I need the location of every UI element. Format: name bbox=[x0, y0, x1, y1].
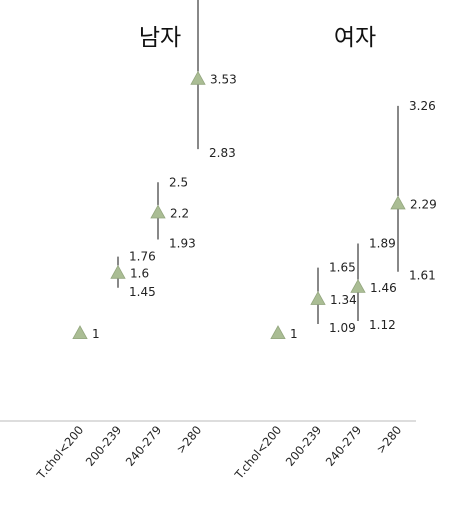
upper-label-female-1: 1.65 bbox=[329, 261, 356, 275]
x-tick-label-female-2: 240-279 bbox=[323, 423, 365, 469]
point-marker-male-1 bbox=[110, 264, 126, 279]
value-label-male-0: 1 bbox=[92, 327, 100, 341]
x-tick-label-female-1: 200-239 bbox=[283, 423, 325, 469]
x-tick-label-male-1: 200-239 bbox=[83, 423, 125, 469]
lower-label-male-1: 1.45 bbox=[129, 285, 156, 299]
point-marker-male-2 bbox=[150, 204, 166, 219]
point-marker-male-0 bbox=[72, 325, 88, 340]
value-label-female-0: 1 bbox=[290, 327, 298, 341]
point-marker-female-2 bbox=[350, 278, 366, 293]
x-tick-label-male-3: >280 bbox=[173, 423, 204, 456]
value-label-male-3: 3.53 bbox=[210, 73, 237, 87]
x-tick-label-female-3: >280 bbox=[373, 423, 404, 456]
lower-label-female-1: 1.09 bbox=[329, 321, 356, 335]
chart-title-male: 남자 bbox=[139, 25, 181, 51]
value-label-female-1: 1.34 bbox=[330, 293, 357, 307]
upper-label-female-3: 3.26 bbox=[409, 99, 436, 113]
chart-title-female: 여자 bbox=[334, 25, 376, 51]
value-label-male-1: 1.6 bbox=[130, 267, 149, 281]
lower-label-female-3: 1.61 bbox=[409, 269, 436, 283]
lower-label-female-2: 1.12 bbox=[369, 318, 396, 332]
point-marker-male-3 bbox=[190, 70, 206, 85]
point-marker-female-3 bbox=[390, 195, 406, 210]
upper-label-male-1: 1.76 bbox=[129, 250, 156, 264]
point-marker-female-0 bbox=[270, 325, 286, 340]
lower-label-male-2: 1.93 bbox=[169, 237, 196, 251]
point-marker-female-1 bbox=[310, 291, 326, 305]
value-label-male-2: 2.2 bbox=[170, 206, 189, 220]
value-label-female-2: 1.46 bbox=[370, 281, 397, 295]
x-tick-label-female-0: T.chol<200 bbox=[231, 423, 284, 482]
x-tick-label-male-0: T.chol<200 bbox=[33, 423, 86, 482]
value-label-female-3: 2.29 bbox=[410, 197, 437, 211]
upper-label-male-2: 2.5 bbox=[169, 175, 188, 189]
upper-label-female-2: 1.89 bbox=[369, 237, 396, 251]
lower-label-male-3: 2.83 bbox=[209, 146, 236, 160]
x-tick-label-male-2: 240-279 bbox=[123, 423, 165, 469]
